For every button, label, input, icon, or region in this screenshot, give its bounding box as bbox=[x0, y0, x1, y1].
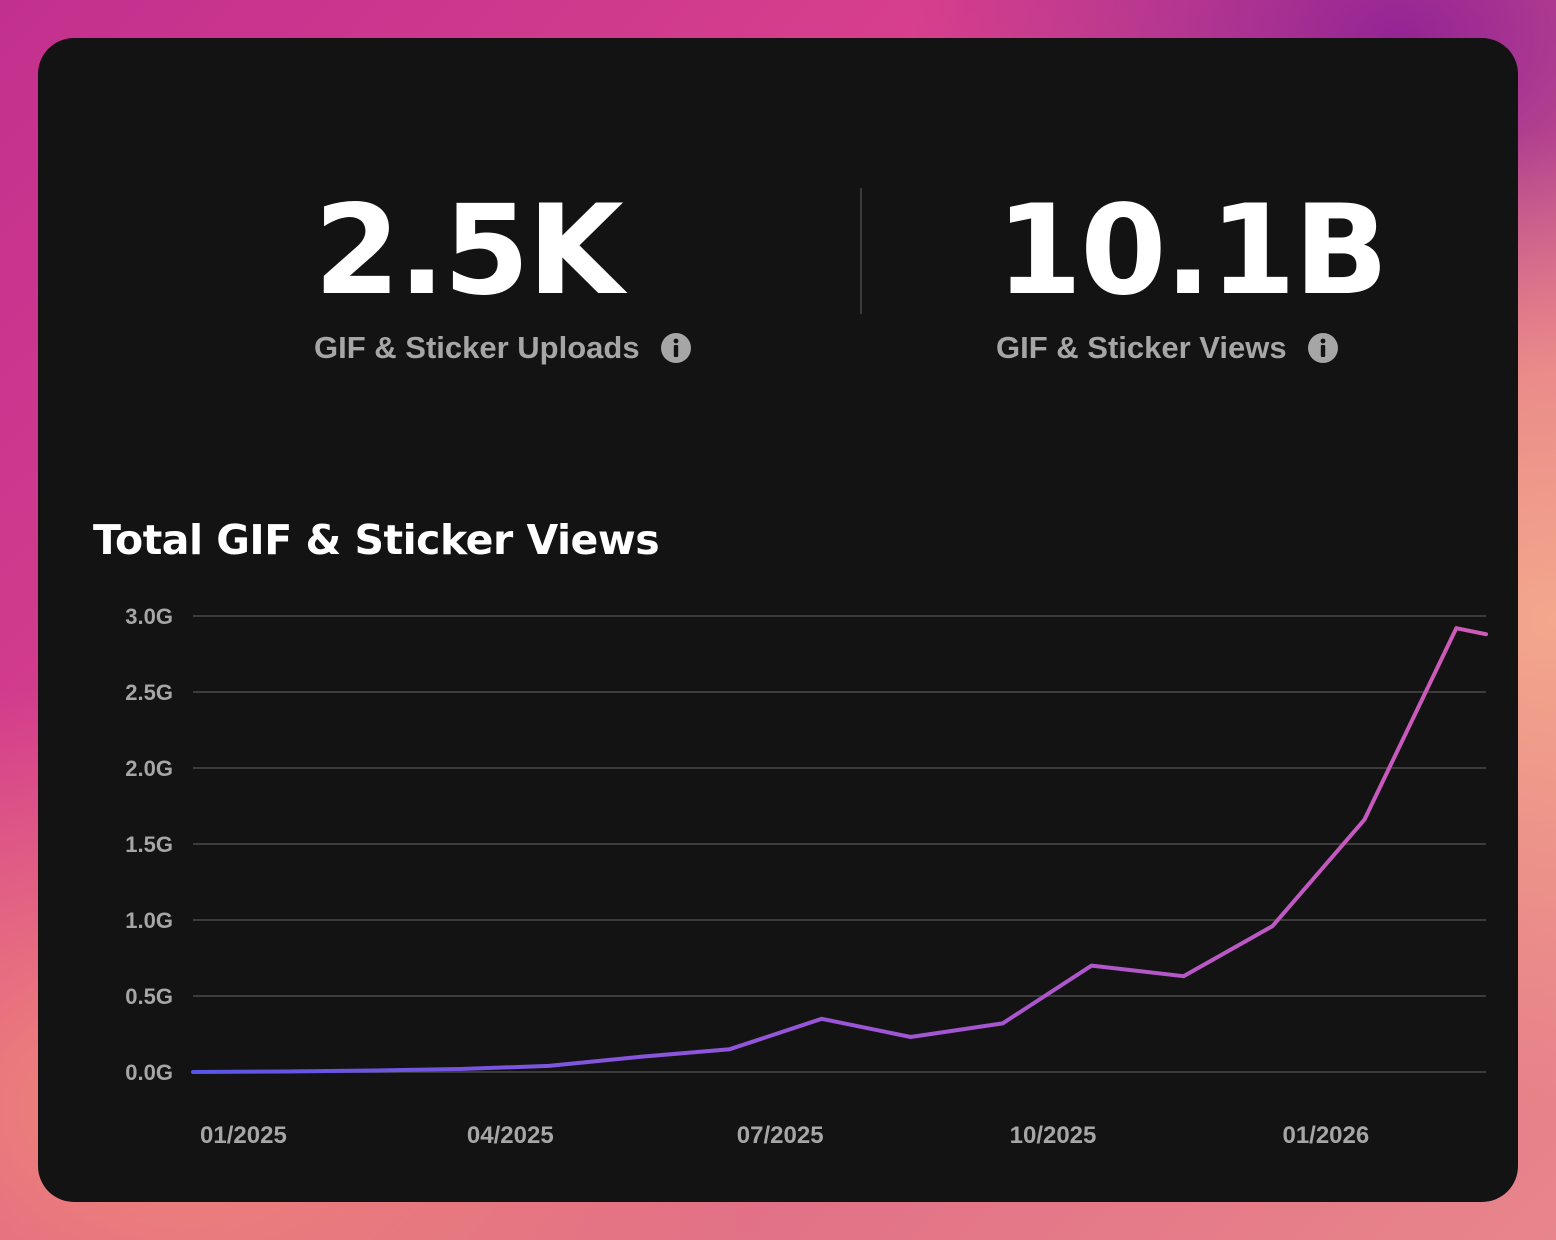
x-tick-label: 10/2025 bbox=[1010, 1122, 1097, 1149]
data-point[interactable] bbox=[635, 1051, 647, 1063]
data-point[interactable] bbox=[454, 1063, 466, 1075]
data-point[interactable] bbox=[1480, 628, 1492, 640]
chart-title: Total GIF & Sticker Views bbox=[93, 516, 660, 564]
y-tick-label: 2.0G bbox=[125, 756, 173, 781]
y-tick-label: 0.5G bbox=[125, 984, 173, 1009]
views-line-chart: 0.0G 0.5G 1.0G 1.5G 2.0G 2.5G 3.0G 01/2025 04/2… bbox=[125, 604, 1492, 1149]
x-axis-ticks: 01/2025 04/2025 07/2025 10/2025 01/2026 bbox=[200, 1122, 1369, 1149]
x-tick-label: 04/2025 bbox=[467, 1122, 554, 1149]
data-point[interactable] bbox=[724, 1043, 736, 1055]
y-tick-label: 0.0G bbox=[125, 1060, 173, 1085]
series-layer bbox=[187, 622, 1492, 1078]
info-icon[interactable] bbox=[1307, 332, 1339, 364]
uploads-label: GIF & Sticker Uploads bbox=[314, 330, 640, 365]
y-tick-label: 3.0G bbox=[125, 604, 173, 629]
stats-card: 2.5K GIF & Sticker Uploads 10.1B GIF & S… bbox=[38, 38, 1518, 1202]
data-point[interactable] bbox=[1178, 970, 1190, 982]
data-point[interactable] bbox=[187, 1066, 199, 1078]
views-stat: 10.1B GIF & Sticker Views bbox=[996, 176, 1388, 366]
data-point[interactable] bbox=[1358, 814, 1370, 826]
grid-lines bbox=[193, 615, 1486, 1073]
uploads-value: 2.5K bbox=[314, 179, 624, 323]
stats-divider bbox=[860, 188, 862, 314]
y-tick-label: 1.0G bbox=[125, 908, 173, 933]
views-label: GIF & Sticker Views bbox=[996, 330, 1287, 365]
views-label-row: GIF & Sticker Views bbox=[996, 330, 1386, 366]
y-tick-label: 2.5G bbox=[125, 680, 173, 705]
data-point[interactable] bbox=[816, 1013, 828, 1025]
data-point[interactable] bbox=[905, 1031, 917, 1043]
data-point[interactable] bbox=[1086, 960, 1098, 972]
uploads-label-row: GIF & Sticker Uploads bbox=[314, 330, 692, 366]
x-tick-label: 01/2026 bbox=[1282, 1122, 1369, 1149]
data-point[interactable] bbox=[279, 1066, 291, 1078]
y-axis-ticks: 0.0G 0.5G 1.0G 1.5G 2.0G 2.5G 3.0G bbox=[125, 604, 173, 1085]
y-tick-label: 1.5G bbox=[125, 832, 173, 857]
data-point[interactable] bbox=[997, 1017, 1009, 1029]
data-point[interactable] bbox=[543, 1060, 555, 1072]
series-line bbox=[191, 626, 1488, 1074]
x-tick-label: 07/2025 bbox=[737, 1122, 824, 1149]
data-point[interactable] bbox=[1450, 622, 1462, 634]
uploads-stat: 2.5K GIF & Sticker Uploads bbox=[314, 176, 692, 366]
data-point[interactable] bbox=[368, 1064, 380, 1076]
data-point[interactable] bbox=[1266, 920, 1278, 932]
info-icon[interactable] bbox=[660, 332, 692, 364]
views-value: 10.1B bbox=[996, 179, 1388, 323]
x-tick-label: 01/2025 bbox=[200, 1122, 287, 1149]
